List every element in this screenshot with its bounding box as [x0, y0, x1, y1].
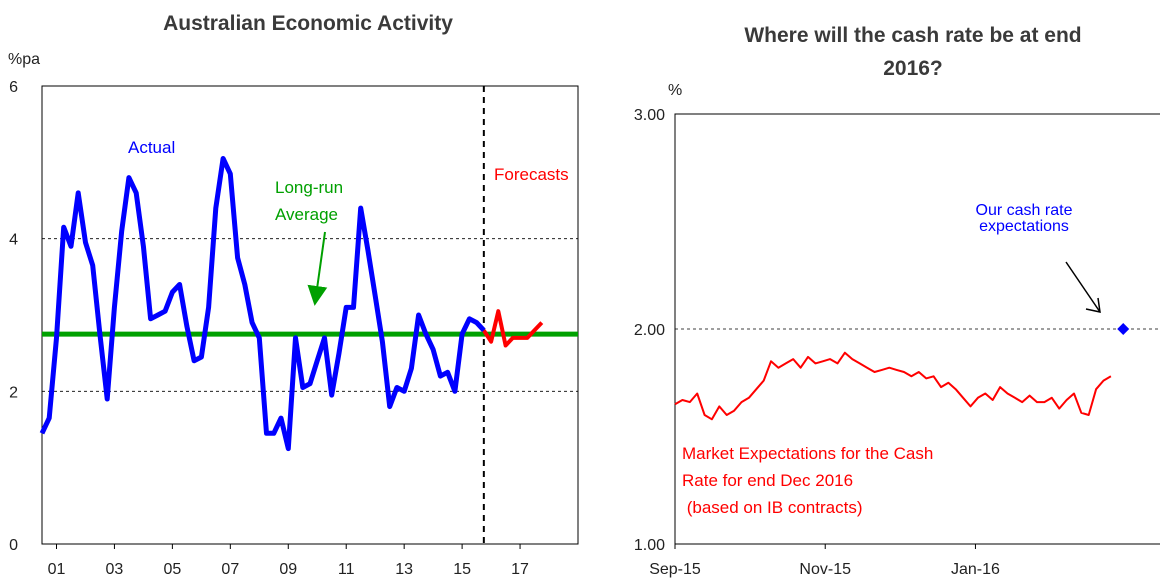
our-expectations-arrow: [1065, 261, 1101, 313]
y-tick-label: 6: [9, 79, 18, 96]
forecasts-label: Forecasts: [494, 165, 569, 184]
actual-series-line: [39, 156, 486, 452]
our-expectations-point: [1117, 323, 1130, 335]
activity-y-unit: %pa: [8, 51, 40, 68]
forecast-series-line: [482, 309, 544, 348]
y-tick-label: 2: [9, 384, 18, 401]
x-tick-label: Nov-15: [799, 561, 851, 578]
actual-label: Actual: [128, 138, 175, 157]
market-expectations-label-line2: Rate for end Dec 2016: [682, 471, 853, 490]
market-expectations-label-line3: (based on IB contracts): [682, 498, 862, 517]
cash-rate-chart-title-line1: Where will the cash rate be at end: [744, 24, 1081, 47]
x-tick-label: 11: [338, 561, 355, 578]
activity-plot-frame: [41, 85, 579, 545]
market-expectations-label-line1: Market Expectations for the Cash: [682, 444, 933, 463]
activity-chart-title: Australian Economic Activity: [163, 12, 453, 35]
y-tick-label: 1.00: [634, 537, 665, 554]
y-tick-label: 4: [9, 232, 18, 249]
x-tick-label: 05: [163, 561, 181, 578]
y-tick-label: 2.00: [634, 322, 665, 339]
activity-gridlines: [42, 238, 578, 392]
long-run-average-label-line2: Average: [275, 205, 338, 224]
cash-rate-y-unit: %: [668, 82, 682, 99]
cash-rate-chart: Where will the cash rate be at end 2016?…: [634, 24, 1160, 578]
long-run-average-label-line1: Long-run: [275, 178, 343, 197]
long-run-average-arrow: [307, 231, 328, 306]
x-tick-label: 13: [395, 561, 413, 578]
cash-rate-series: [674, 323, 1130, 421]
market-expectations-line: [674, 351, 1112, 421]
y-tick-label: 3.00: [634, 107, 665, 124]
x-tick-label: 09: [279, 561, 297, 578]
x-tick-label: 03: [106, 561, 124, 578]
x-tick-label: Sep-15: [649, 561, 701, 578]
x-tick-label: 15: [453, 561, 471, 578]
cash-rate-chart-title-line2: 2016?: [883, 57, 943, 80]
activity-y-axis: 0 2 4 6: [9, 79, 18, 554]
our-expectations-label-line2: expectations: [979, 218, 1069, 235]
cash-rate-y-axis: 1.00 2.00 3.00: [634, 107, 665, 554]
activity-series: [39, 156, 578, 452]
activity-x-axis: 01 03 05 07 09 11 13 15 17: [48, 544, 529, 578]
x-tick-label: 01: [48, 561, 66, 578]
x-tick-label: 07: [221, 561, 239, 578]
activity-chart: Australian Economic Activity %pa 0 2 4 6 01…: [8, 12, 579, 578]
x-tick-label: Jan-16: [951, 561, 1000, 578]
y-tick-label: 0: [9, 537, 18, 554]
our-expectations-label-line1: Our cash rate: [976, 202, 1073, 219]
cash-rate-x-axis: Sep-15 Nov-15 Jan-16: [649, 544, 1000, 578]
x-tick-label: 17: [511, 561, 529, 578]
